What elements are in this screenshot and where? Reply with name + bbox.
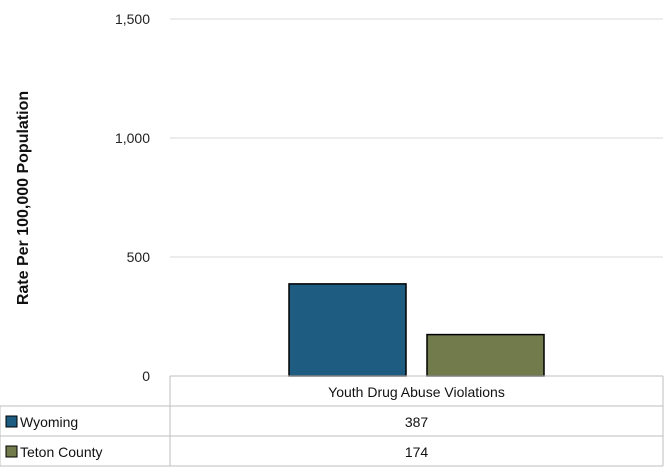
bar-wyoming bbox=[288, 283, 407, 377]
y-tick-label: 500 bbox=[127, 249, 151, 265]
gridlines bbox=[170, 18, 663, 258]
category-label: Youth Drug Abuse Violations bbox=[328, 384, 505, 400]
legend-swatch bbox=[5, 445, 18, 458]
data-label: 174 bbox=[405, 444, 429, 460]
bar-teton-county bbox=[426, 333, 545, 377]
y-axis-label: Rate Per 100,000 Population bbox=[15, 91, 32, 305]
y-tick-label: 1,000 bbox=[115, 130, 150, 146]
legend-label: Wyoming bbox=[20, 414, 78, 430]
y-tick-label: 1,500 bbox=[115, 11, 150, 27]
data-label: 387 bbox=[405, 414, 429, 430]
y-tick-label: 0 bbox=[142, 368, 150, 384]
legend-label: Teton County bbox=[20, 444, 103, 460]
y-tick-labels: 0 500 1,000 1,500 bbox=[115, 11, 150, 384]
data-table: Youth Drug Abuse Violations Wyoming 387 Tet… bbox=[0, 375, 664, 467]
legend-swatch bbox=[5, 415, 18, 428]
bars bbox=[288, 283, 545, 377]
